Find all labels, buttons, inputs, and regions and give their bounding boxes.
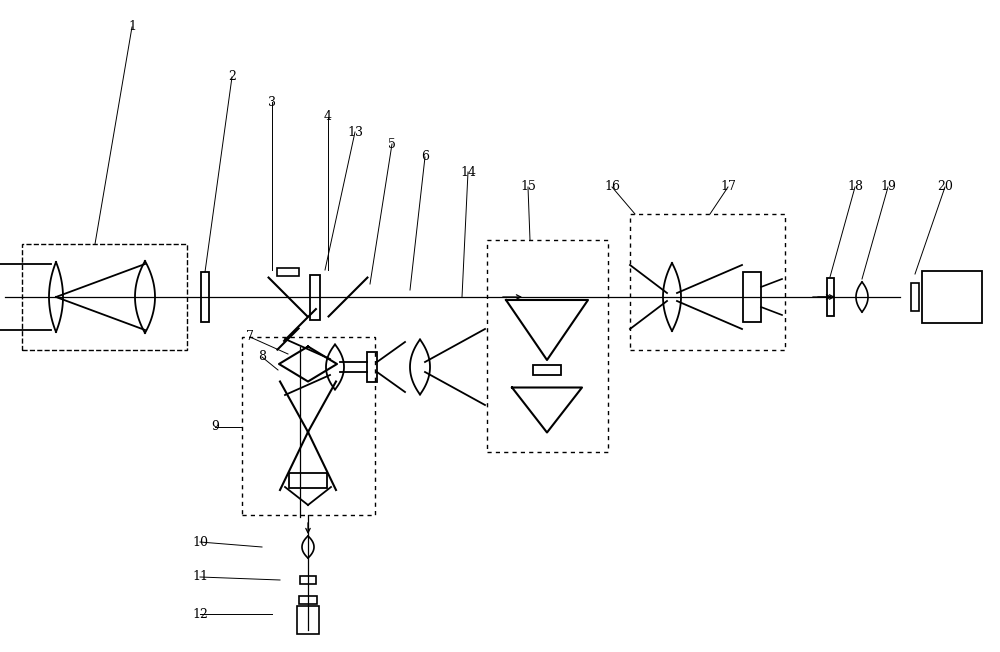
Bar [826, 278, 834, 316]
Text: 15: 15 [520, 181, 536, 194]
Text: 8: 8 [258, 351, 266, 364]
Bar [310, 274, 320, 319]
Text: 5: 5 [388, 138, 396, 151]
Text: 13: 13 [347, 125, 363, 138]
Text: 10: 10 [192, 535, 208, 548]
Bar [297, 606, 319, 634]
Bar [533, 365, 561, 375]
Bar [487, 240, 608, 452]
Bar [289, 473, 327, 488]
Text: 18: 18 [847, 181, 863, 194]
Bar [922, 271, 982, 323]
Bar [367, 352, 377, 382]
Text: 6: 6 [421, 151, 429, 164]
Text: 1: 1 [128, 20, 136, 33]
Bar [743, 272, 761, 322]
Text: 16: 16 [604, 181, 620, 194]
Bar [201, 272, 209, 322]
Text: 9: 9 [211, 421, 219, 434]
Text: 3: 3 [268, 95, 276, 108]
Text: 4: 4 [324, 110, 332, 123]
Text: 20: 20 [937, 181, 953, 194]
Bar [299, 596, 317, 604]
Bar [277, 268, 299, 276]
Bar [242, 337, 375, 515]
Text: 11: 11 [192, 570, 208, 584]
Text: 19: 19 [880, 181, 896, 194]
Text: 2: 2 [228, 70, 236, 83]
Text: 17: 17 [720, 181, 736, 194]
Bar [300, 576, 316, 584]
Text: 14: 14 [460, 166, 476, 179]
Bar [22, 244, 187, 350]
Bar [630, 214, 785, 350]
Bar [911, 283, 919, 311]
Text: 12: 12 [192, 608, 208, 621]
Text: 7: 7 [246, 331, 254, 344]
